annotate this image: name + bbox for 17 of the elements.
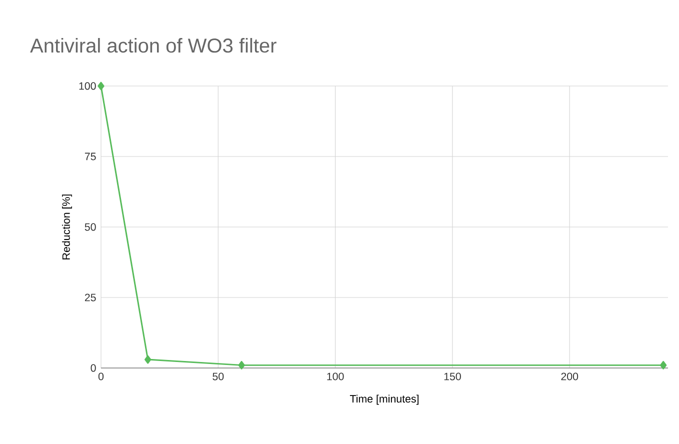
x-tick-label: 100 <box>327 372 344 380</box>
point <box>660 360 667 370</box>
point <box>98 82 104 90</box>
x-tick-label: 200 <box>561 372 578 380</box>
point <box>238 360 245 370</box>
x-tick-label: 0 <box>98 372 104 380</box>
x-tick-label: 150 <box>444 372 461 380</box>
y-tick-label: 75 <box>84 152 96 160</box>
y-tick-label: 100 <box>79 82 96 90</box>
y-tick-label: 50 <box>84 223 96 231</box>
y-tick-label: 0 <box>90 364 96 372</box>
chart-title: Antiviral action of WO3 filter <box>30 38 276 53</box>
x-tick-label: 50 <box>212 372 224 380</box>
point <box>144 355 152 364</box>
y-tick-label: 25 <box>84 294 96 302</box>
x-axis-title: Time [minutes] <box>350 394 418 405</box>
y-axis-title: Reduction [%] <box>62 194 72 260</box>
